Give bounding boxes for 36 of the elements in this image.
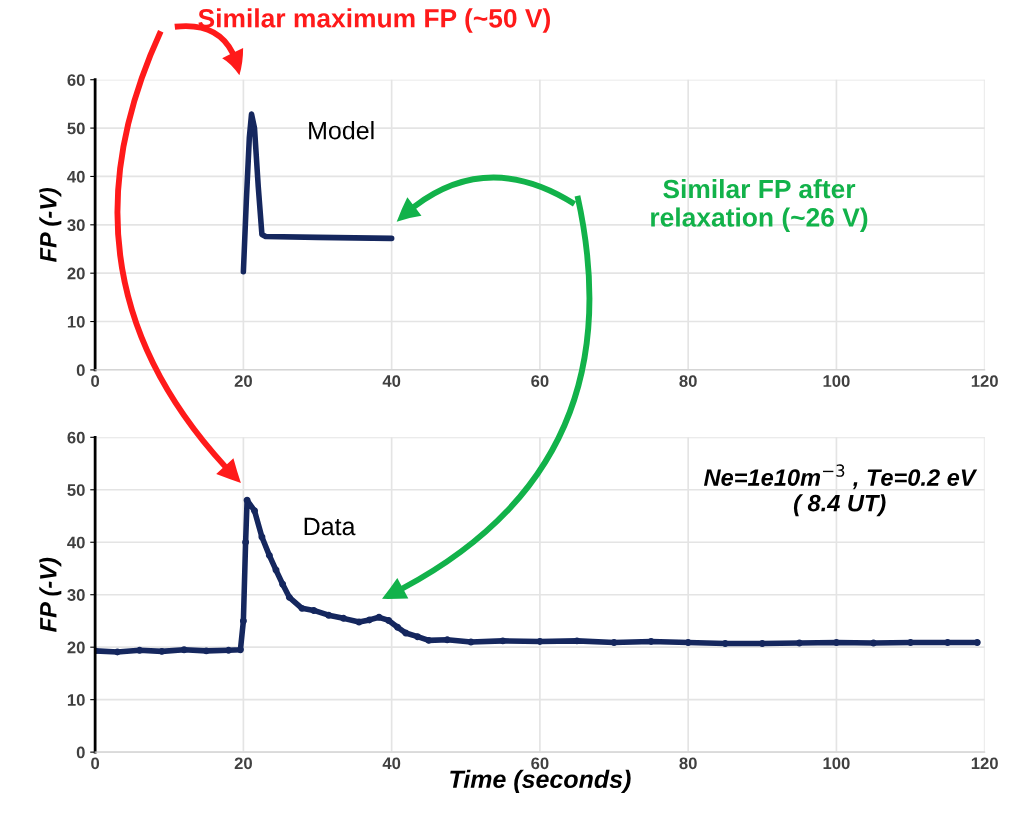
x-axis-title: Time (seconds) (450, 769, 631, 794)
y-tick-label: 20 (67, 641, 85, 654)
x-tick-label: 20 (234, 757, 252, 770)
y-axis-title: FP (-V) (39, 557, 62, 632)
annotation: Similar FP after relaxation (~26 V) (651, 178, 868, 233)
x-tick-label: 40 (382, 757, 401, 770)
y-tick-label: 10 (67, 315, 85, 328)
y-axis-title: FP (-V) (39, 187, 62, 262)
y-tick-label: 20 (67, 267, 85, 280)
text: Similar maximum FP (~50 V) (198, 8, 550, 33)
x-tick-label: 100 (823, 375, 850, 387)
y-tick-label: 0 (76, 364, 85, 377)
x-tick-label: 100 (823, 757, 850, 770)
x-tick-label: 120 (971, 757, 998, 770)
x-tick-label: 60 (531, 757, 549, 770)
y-tick-label: 0 (76, 746, 85, 759)
y-tick-label: 50 (67, 122, 85, 135)
x-tick-label: 0 (91, 757, 100, 770)
x-tick-label: 20 (234, 375, 252, 387)
x-tick-label: 60 (531, 375, 549, 387)
y-tick-label: 50 (67, 484, 85, 496)
y-tick-label: 40 (67, 170, 85, 183)
x-tick-label: 80 (679, 375, 697, 387)
y-tick-label: 60 (67, 74, 85, 86)
x-tick-label: 80 (679, 757, 697, 770)
x-tick-label: 120 (971, 375, 998, 387)
x-tick-label: 40 (382, 375, 401, 387)
y-tick-label: 30 (67, 589, 85, 601)
x-tick-label: 0 (91, 375, 100, 387)
y-tick-label: 40 (67, 536, 85, 549)
y-tick-label: 60 (67, 431, 85, 444)
annotation: Ne=1e10m$^{−3}$ , Te=0.2 eV ( 8.4 UT) (703, 464, 978, 517)
y-tick-label: 10 (67, 694, 85, 706)
series-label: Data (304, 517, 356, 536)
y-tick-label: 30 (67, 219, 85, 232)
text: Model (309, 121, 374, 140)
